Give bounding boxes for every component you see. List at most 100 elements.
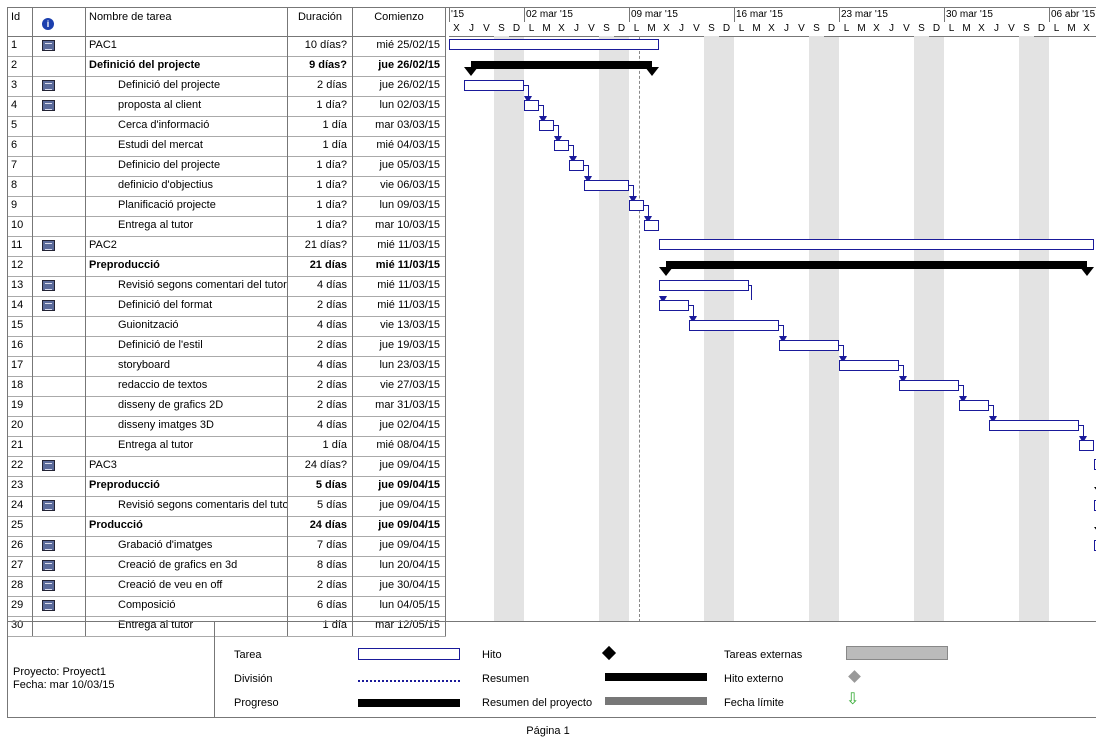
table-row[interactable]: 21 Entrega al tutor 1 día mié 08/04/15 (8, 436, 446, 457)
task-name[interactable]: disseny de grafics 2D (86, 396, 288, 416)
table-row[interactable]: 11 PAC2 21 días? mié 11/03/15 (8, 236, 446, 257)
summary-bar[interactable] (659, 261, 1094, 276)
task-name[interactable]: Preproducció (86, 476, 288, 496)
task-duration[interactable]: 9 días? (288, 56, 353, 76)
task-duration[interactable]: 24 días? (288, 456, 353, 476)
task-duration[interactable]: 1 día (288, 616, 353, 636)
col-indicator-header[interactable]: i (33, 8, 86, 36)
task-name[interactable]: Preproducció (86, 256, 288, 276)
table-row[interactable]: 3 Definició del projecte 2 días jue 26/02/1… (8, 76, 446, 97)
table-row[interactable]: 7 Definicio del projecte 1 día? jue 05/03/1… (8, 156, 446, 177)
task-bar[interactable] (1094, 540, 1096, 551)
table-row[interactable]: 26 Grabació d'imatges 7 días jue 09/04/15 (8, 536, 446, 557)
task-name[interactable]: PAC1 (86, 36, 288, 56)
task-duration[interactable]: 2 días (288, 376, 353, 396)
col-name-header[interactable]: Nombre de tarea (86, 8, 288, 36)
task-bar[interactable] (449, 39, 659, 50)
task-bar[interactable] (1094, 500, 1096, 511)
task-name[interactable]: Producció (86, 516, 288, 536)
task-start[interactable]: jue 30/04/15 (353, 576, 446, 596)
task-duration[interactable]: 2 días (288, 336, 353, 356)
task-bar[interactable] (659, 300, 689, 311)
task-name[interactable]: Grabació d'imatges (86, 536, 288, 556)
table-row[interactable]: 10 Entrega al tutor 1 día? mar 10/03/15 (8, 216, 446, 237)
task-bar[interactable] (464, 80, 524, 91)
task-start[interactable]: jue 09/04/15 (353, 496, 446, 516)
task-bar[interactable] (539, 120, 554, 131)
task-start[interactable]: jue 09/04/15 (353, 536, 446, 556)
task-name[interactable]: Revisió segons comentaris del tutor (86, 496, 288, 516)
table-row[interactable]: 1 PAC1 10 días? mié 25/02/15 (8, 36, 446, 57)
task-start[interactable]: lun 02/03/15 (353, 96, 446, 116)
task-duration[interactable]: 8 días (288, 556, 353, 576)
table-row[interactable]: 2 Definició del projecte 9 días? jue 26/02/… (8, 56, 446, 77)
task-start[interactable]: mié 25/02/15 (353, 36, 446, 56)
task-name[interactable]: PAC3 (86, 456, 288, 476)
task-start[interactable]: mar 31/03/15 (353, 396, 446, 416)
task-duration[interactable]: 10 días? (288, 36, 353, 56)
task-name[interactable]: Definició del projecte (86, 76, 288, 96)
task-start[interactable]: mar 03/03/15 (353, 116, 446, 136)
task-start[interactable]: jue 05/03/15 (353, 156, 446, 176)
task-duration[interactable]: 6 días (288, 596, 353, 616)
task-name[interactable]: Definicio del projecte (86, 156, 288, 176)
task-bar[interactable] (554, 140, 569, 151)
task-name[interactable]: Cerca d'informació (86, 116, 288, 136)
task-name[interactable]: Revisió segons comentari del tutor (86, 276, 288, 296)
task-start[interactable]: mié 11/03/15 (353, 276, 446, 296)
table-row[interactable]: 20 disseny imatges 3D 4 días jue 02/04/15 (8, 416, 446, 437)
task-name[interactable]: Creació de veu en off (86, 576, 288, 596)
task-name[interactable]: Creació de grafics en 3d (86, 556, 288, 576)
task-bar[interactable] (959, 400, 989, 411)
table-row[interactable]: 25 Producció 24 días jue 09/04/15 (8, 516, 446, 537)
task-name[interactable]: Composició (86, 596, 288, 616)
task-duration[interactable]: 1 día? (288, 176, 353, 196)
task-bar[interactable] (989, 420, 1079, 431)
task-duration[interactable]: 1 día? (288, 156, 353, 176)
task-start[interactable]: lun 04/05/15 (353, 596, 446, 616)
task-name[interactable]: Definició de l'estil (86, 336, 288, 356)
task-duration[interactable]: 4 días (288, 276, 353, 296)
task-name[interactable]: Definició del projecte (86, 56, 288, 76)
table-row[interactable]: 12 Preproducció 21 días mié 11/03/15 (8, 256, 446, 277)
task-start[interactable]: vie 27/03/15 (353, 376, 446, 396)
table-row[interactable]: 27 Creació de grafics en 3d 8 días lun 20/0… (8, 556, 446, 577)
task-bar[interactable] (1079, 440, 1094, 451)
task-start[interactable]: mié 11/03/15 (353, 256, 446, 276)
task-duration[interactable]: 2 días (288, 296, 353, 316)
task-duration[interactable]: 1 día (288, 136, 353, 156)
task-name[interactable]: Estudi del mercat (86, 136, 288, 156)
task-name[interactable]: Guionització (86, 316, 288, 336)
task-start[interactable]: vie 06/03/15 (353, 176, 446, 196)
task-duration[interactable]: 1 día (288, 116, 353, 136)
task-start[interactable]: mié 11/03/15 (353, 236, 446, 256)
task-bar[interactable] (689, 320, 779, 331)
table-row[interactable]: 16 Definició de l'estil 2 días jue 19/03/15 (8, 336, 446, 357)
task-bar[interactable] (659, 280, 749, 291)
table-row[interactable]: 24 Revisió segons comentaris del tutor 5 d… (8, 496, 446, 517)
task-bar[interactable] (629, 200, 644, 211)
task-duration[interactable]: 4 días (288, 316, 353, 336)
summary-bar[interactable] (464, 61, 659, 76)
task-duration[interactable]: 4 días (288, 356, 353, 376)
task-start[interactable]: jue 19/03/15 (353, 336, 446, 356)
table-row[interactable]: 4 proposta al client 1 día? lun 02/03/15 (8, 96, 446, 117)
task-bar[interactable] (1094, 459, 1096, 470)
task-start[interactable]: jue 26/02/15 (353, 56, 446, 76)
table-row[interactable]: 17 storyboard 4 días lun 23/03/15 (8, 356, 446, 377)
task-start[interactable]: jue 02/04/15 (353, 416, 446, 436)
table-row[interactable]: 13 Revisió segons comentari del tutor 4 dí… (8, 276, 446, 297)
task-duration[interactable]: 7 días (288, 536, 353, 556)
task-duration[interactable]: 1 día? (288, 216, 353, 236)
table-row[interactable]: 14 Definició del format 2 días mié 11/03/15 (8, 296, 446, 317)
task-duration[interactable]: 5 días (288, 496, 353, 516)
table-row[interactable]: 22 PAC3 24 días? jue 09/04/15 (8, 456, 446, 477)
task-bar[interactable] (584, 180, 629, 191)
col-duration-header[interactable]: Duración (288, 8, 353, 36)
table-row[interactable]: 29 Composició 6 días lun 04/05/15 (8, 596, 446, 617)
task-duration[interactable]: 1 día? (288, 196, 353, 216)
table-row[interactable]: 5 Cerca d'informació 1 día mar 03/03/15 (8, 116, 446, 137)
task-bar[interactable] (899, 380, 959, 391)
task-name[interactable]: PAC2 (86, 236, 288, 256)
table-row[interactable]: 28 Creació de veu en off 2 días jue 30/04/1… (8, 576, 446, 597)
